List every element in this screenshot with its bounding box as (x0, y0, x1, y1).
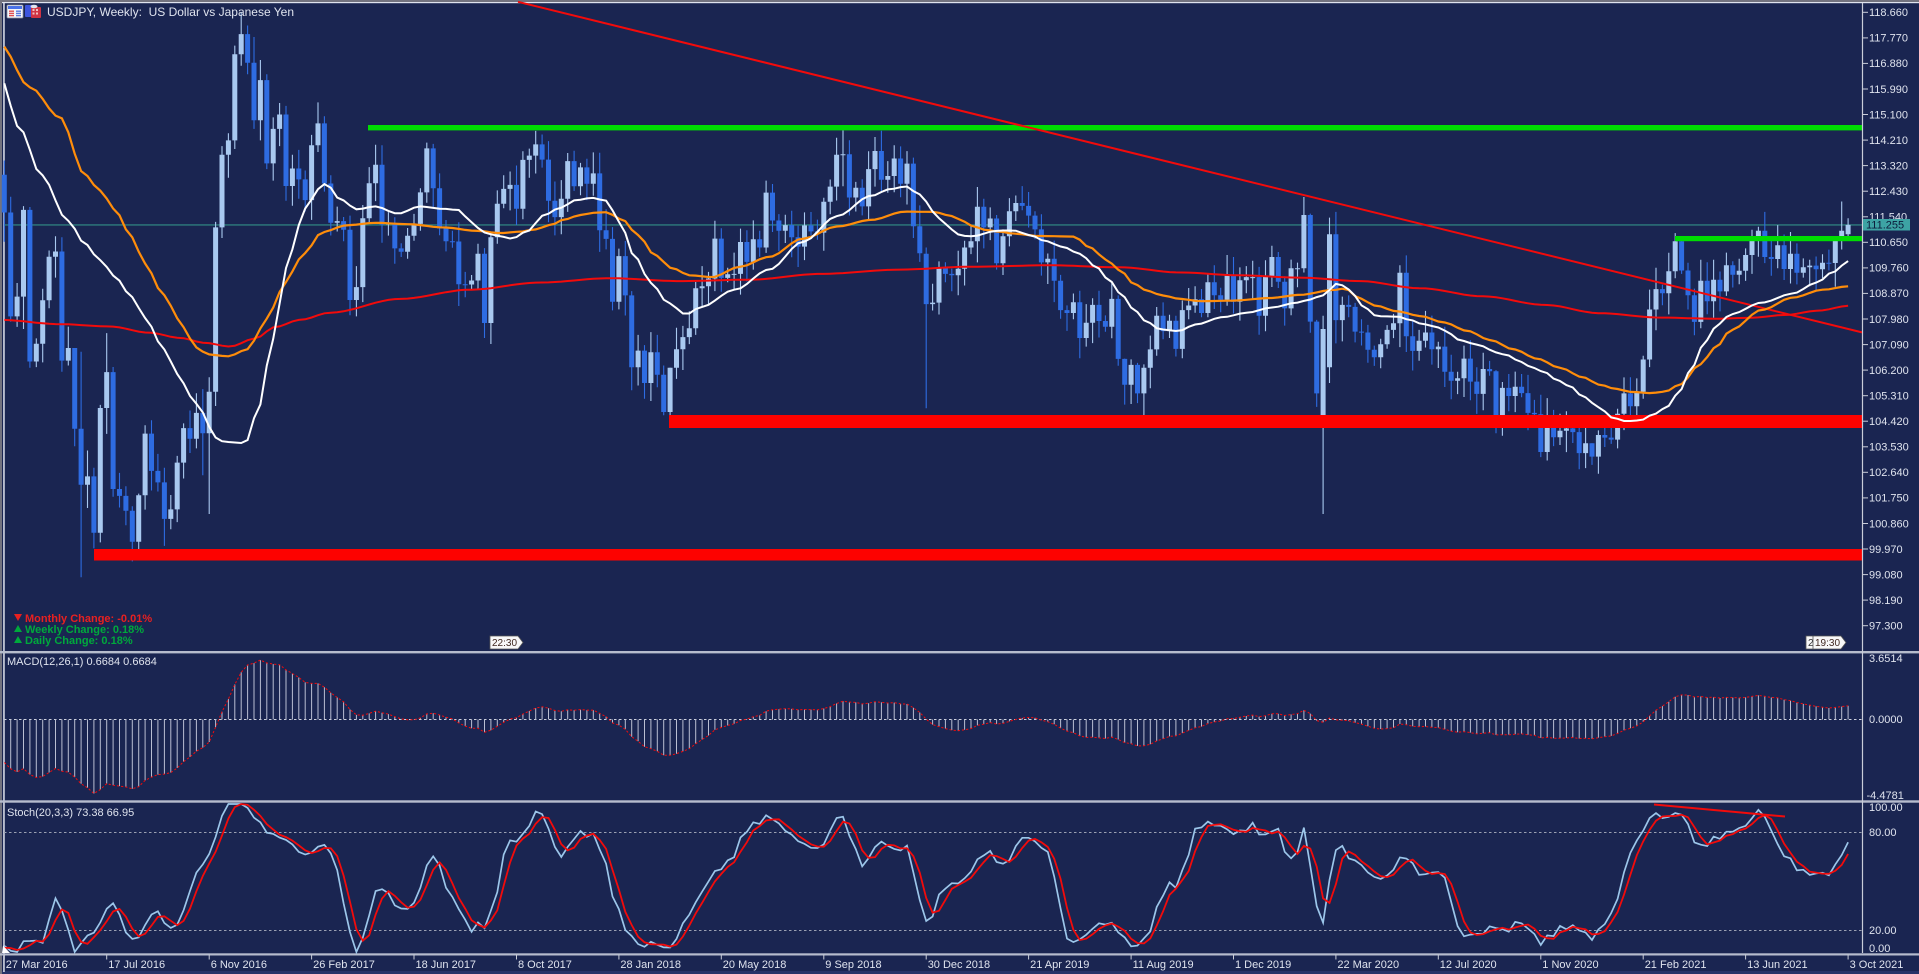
svg-text:27 Mar 2016: 27 Mar 2016 (6, 959, 68, 971)
svg-text:17 Jul 2016: 17 Jul 2016 (108, 959, 165, 971)
svg-text:102.640: 102.640 (1869, 467, 1909, 479)
svg-text:8 Oct 2017: 8 Oct 2017 (518, 959, 572, 971)
svg-text:0.0000: 0.0000 (1869, 714, 1903, 726)
svg-text:2: 2 (1808, 638, 1814, 649)
svg-text:106.200: 106.200 (1869, 365, 1909, 377)
svg-text:18 Jun 2017: 18 Jun 2017 (416, 959, 477, 971)
svg-text:116.880: 116.880 (1869, 58, 1908, 70)
svg-text:113.320: 113.320 (1869, 160, 1908, 172)
svg-text:118.660: 118.660 (1869, 7, 1908, 19)
svg-text:103.530: 103.530 (1869, 442, 1909, 454)
svg-text:3 Oct 2021: 3 Oct 2021 (1850, 959, 1904, 971)
svg-text:-4.4781: -4.4781 (1867, 790, 1904, 802)
svg-text:114.210: 114.210 (1869, 135, 1908, 147)
svg-text:USDJPY, Weekly: US Dollar vs: USDJPY, Weekly: US Dollar vs Japanese Ye… (47, 5, 294, 19)
svg-text:99.080: 99.080 (1869, 569, 1903, 581)
svg-text:22:30: 22:30 (492, 638, 517, 649)
svg-text:9 Sep 2018: 9 Sep 2018 (825, 959, 881, 971)
svg-text:22 Mar 2020: 22 Mar 2020 (1337, 959, 1399, 971)
svg-text:21 Apr 2019: 21 Apr 2019 (1030, 959, 1089, 971)
svg-text:112.430: 112.430 (1869, 186, 1908, 198)
svg-text:109.760: 109.760 (1869, 263, 1909, 275)
svg-text:MACD(12,26,1) 0.6684 0.6684: MACD(12,26,1) 0.6684 0.6684 (7, 656, 157, 668)
svg-text:111.255: 111.255 (1866, 220, 1904, 232)
svg-text:30 Dec 2018: 30 Dec 2018 (928, 959, 990, 971)
svg-text:107.980: 107.980 (1869, 314, 1909, 326)
svg-text:Stoch(20,3,3) 73.38 66.95: Stoch(20,3,3) 73.38 66.95 (7, 807, 134, 819)
svg-text:1 Dec 2019: 1 Dec 2019 (1235, 959, 1291, 971)
svg-text:110.650: 110.650 (1869, 237, 1908, 249)
svg-text:104.420: 104.420 (1869, 416, 1909, 428)
svg-text:28 Jan 2018: 28 Jan 2018 (620, 959, 681, 971)
svg-text:115.100: 115.100 (1869, 109, 1908, 121)
svg-text:12 Jul 2020: 12 Jul 2020 (1440, 959, 1497, 971)
svg-text:3.6514: 3.6514 (1869, 653, 1903, 665)
svg-text:115.990: 115.990 (1869, 84, 1908, 96)
svg-text:108.870: 108.870 (1869, 288, 1909, 300)
svg-text:20.00: 20.00 (1869, 925, 1897, 937)
svg-text:1 Nov 2020: 1 Nov 2020 (1542, 959, 1598, 971)
svg-text:105.310: 105.310 (1869, 391, 1909, 403)
svg-text:80.00: 80.00 (1869, 827, 1897, 839)
svg-text:21 Feb 2021: 21 Feb 2021 (1645, 959, 1707, 971)
svg-text:20 May 2018: 20 May 2018 (723, 959, 787, 971)
svg-text:26 Feb 2017: 26 Feb 2017 (313, 959, 375, 971)
svg-text:97.300: 97.300 (1869, 621, 1903, 633)
svg-text:Weekly Change: 0.18%: Weekly Change: 0.18% (25, 624, 144, 636)
svg-text:107.090: 107.090 (1869, 339, 1909, 351)
svg-text:6 Nov 2016: 6 Nov 2016 (211, 959, 267, 971)
svg-text:0.00: 0.00 (1869, 943, 1890, 955)
svg-text:Monthly Change: -0.01%: Monthly Change: -0.01% (25, 613, 152, 625)
svg-text:100.860: 100.860 (1869, 518, 1909, 530)
svg-text:117.770: 117.770 (1869, 33, 1908, 45)
svg-text:11 Aug 2019: 11 Aug 2019 (1133, 959, 1194, 971)
svg-text:99.970: 99.970 (1869, 544, 1903, 556)
svg-text:100.00: 100.00 (1869, 802, 1903, 814)
svg-text:Daily Change: 0.18%: Daily Change: 0.18% (25, 635, 133, 647)
svg-text:98.190: 98.190 (1869, 595, 1903, 607)
svg-text:19:30: 19:30 (1815, 638, 1840, 649)
svg-text:101.750: 101.750 (1869, 493, 1909, 505)
svg-text:13 Jun 2021: 13 Jun 2021 (1747, 959, 1808, 971)
